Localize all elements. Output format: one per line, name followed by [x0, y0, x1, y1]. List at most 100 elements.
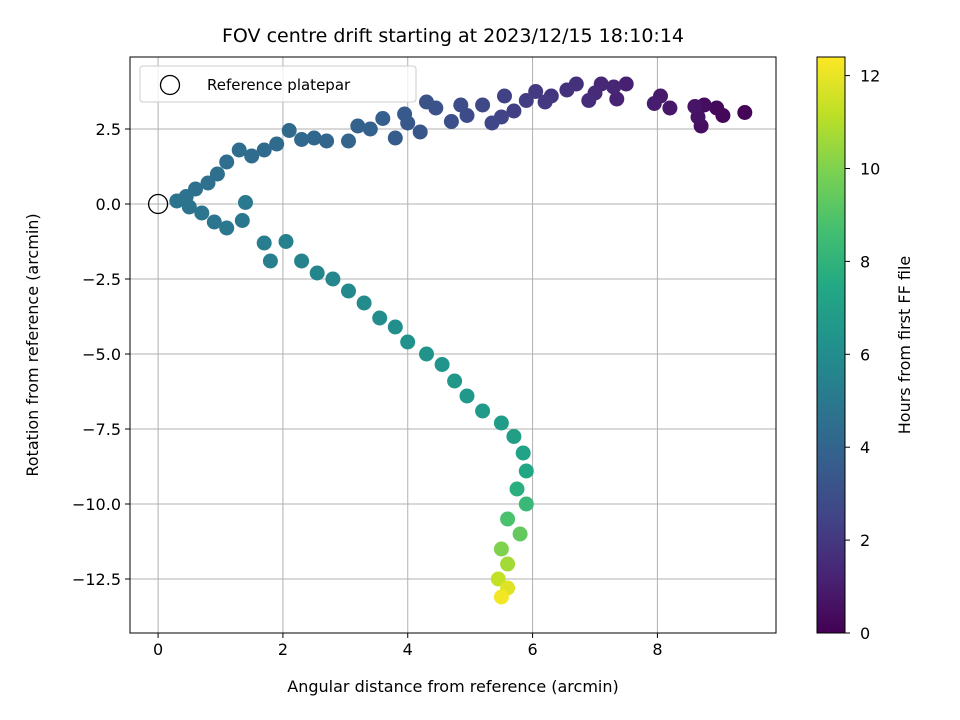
scatter-point: [169, 193, 185, 209]
scatter-point: [387, 130, 403, 146]
scatter-point: [397, 106, 413, 122]
colorbar-tick-label: 10: [860, 159, 880, 178]
y-tick-label: 2.5: [96, 120, 121, 139]
scatter-point: [687, 99, 703, 114]
scatter-point: [518, 93, 534, 108]
scatter-point: [294, 132, 310, 147]
scatter-point: [181, 199, 197, 215]
scatter-point: [375, 111, 391, 126]
scatter-point: [412, 124, 428, 140]
x-tick-label: 8: [652, 640, 662, 659]
scatter-point: [194, 205, 210, 221]
scatter-point: [559, 82, 575, 98]
y-axis-label: Rotation from reference (arcmin): [23, 213, 42, 476]
scatter-point: [646, 96, 662, 111]
legend-marker-reference: [159, 74, 181, 96]
scatter-point: [528, 84, 544, 99]
scatter-point: [512, 526, 528, 542]
scatter-point: [484, 115, 500, 131]
x-tick-label: 0: [153, 640, 163, 659]
colorbar-tick-label: 4: [860, 438, 870, 457]
scatter-point: [493, 541, 509, 557]
scatter-point: [434, 357, 450, 372]
scatter-point: [200, 175, 216, 191]
colorbar-gradient: [816, 56, 846, 634]
chart-title: FOV centre drift starting at 2023/12/15 …: [222, 25, 684, 47]
scatter-point: [581, 93, 597, 108]
scatter-point: [350, 118, 366, 134]
scatter-point: [515, 445, 531, 461]
colorbar-tick-label: 12: [860, 67, 880, 86]
legend-box: [139, 65, 417, 103]
scatter-point: [618, 76, 634, 92]
scatter-point: [493, 415, 509, 431]
scatter-point: [209, 166, 225, 182]
scatter-point: [709, 100, 725, 116]
scatter-point: [319, 133, 335, 149]
scatter-point: [372, 310, 388, 326]
scatter-point: [256, 235, 272, 251]
x-tick-label: 6: [527, 640, 537, 659]
y-tick-label: −2.5: [82, 270, 121, 289]
scatter-point: [737, 105, 753, 120]
scatter-point: [262, 253, 278, 269]
scatter-point: [341, 283, 356, 299]
scatter-point: [606, 79, 622, 95]
y-tick-label: 0.0: [96, 195, 121, 214]
plot-area: [129, 56, 777, 634]
x-tick-label: 4: [403, 640, 413, 659]
scatter-point: [341, 133, 356, 149]
y-tick-label: −12.5: [72, 570, 121, 589]
scatter-point: [269, 136, 285, 152]
y-tick-label: −10.0: [72, 495, 121, 514]
scatter-points: [169, 76, 753, 605]
scatter-point: [231, 142, 247, 158]
scatter-point: [219, 154, 235, 170]
scatter-point: [497, 88, 512, 104]
scatter-point: [219, 220, 235, 236]
colorbar-label: Hours from first FF file: [895, 256, 914, 435]
scatter-point: [362, 121, 378, 137]
scatter-point: [475, 403, 491, 419]
scatter-point: [490, 571, 506, 587]
colorbar-tick-label: 8: [860, 252, 870, 271]
scatter-point: [206, 214, 222, 230]
scatter-point: [447, 373, 463, 389]
scatter-point: [419, 346, 434, 362]
scatter-point: [500, 511, 516, 527]
scatter-point: [453, 97, 469, 113]
legend-label-reference: Reference platepar: [207, 76, 351, 94]
y-ticks: 2.5 0.0 −2.5 −5.0 −7.5 −10.0 −12.5: [72, 120, 130, 589]
y-tick-label: −7.5: [82, 420, 121, 439]
scatter-point: [609, 91, 625, 107]
colorbar: 0 2 4 6 8 10 12 Hours from first FF file: [816, 56, 914, 643]
scatter-point: [306, 130, 322, 146]
x-tick-label: 2: [278, 640, 288, 659]
scatter-point: [662, 100, 678, 116]
colorbar-tick-label: 0: [860, 624, 870, 643]
scatter-point: [234, 213, 250, 228]
scatter-point: [309, 265, 325, 281]
scatter-point: [500, 556, 516, 572]
scatter-point: [537, 94, 553, 110]
scatter-point: [278, 234, 294, 249]
scatter-point: [518, 496, 534, 512]
scatter-point: [356, 295, 372, 311]
scatter-point: [493, 589, 509, 605]
colorbar-tick-label: 6: [860, 345, 870, 364]
scatter-point: [281, 123, 297, 138]
scatter-point: [256, 142, 272, 158]
scatter-point: [238, 195, 253, 210]
x-axis-label: Angular distance from reference (arcmin): [287, 677, 618, 696]
colorbar-tick-label: 2: [860, 531, 870, 550]
scatter-point: [419, 94, 434, 110]
scatter-point: [325, 271, 341, 287]
reference-platepar-marker: [147, 193, 169, 215]
scatter-point: [459, 388, 475, 404]
scatter-point: [294, 253, 310, 269]
x-ticks: 0 2 4 6 8: [153, 633, 663, 659]
scatter-point: [506, 429, 522, 444]
scatter-point: [475, 97, 491, 113]
scatter-point: [400, 334, 416, 350]
